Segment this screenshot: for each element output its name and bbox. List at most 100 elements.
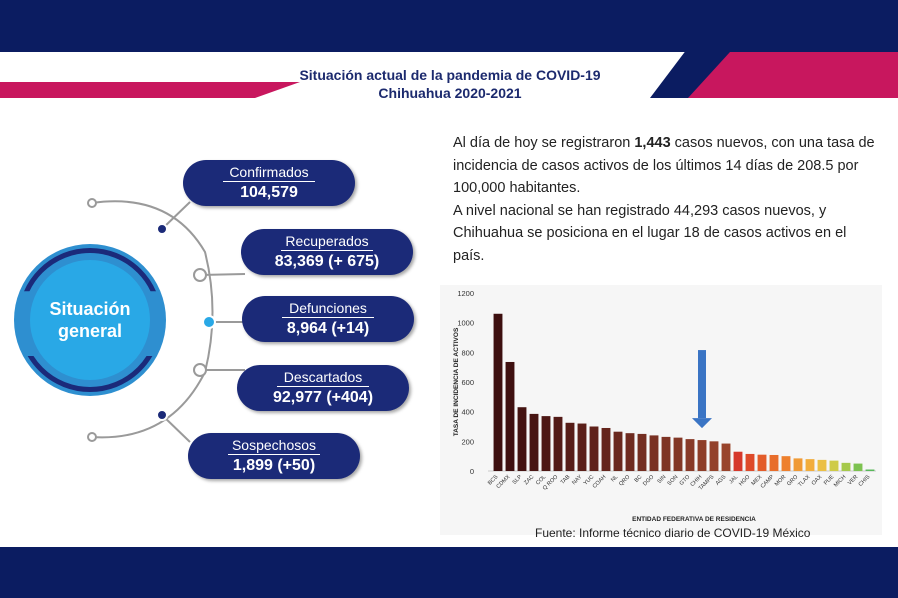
bar-dgo: [649, 435, 659, 471]
pill-value: 104,579: [240, 184, 298, 201]
bar-mor: [781, 456, 791, 471]
bar-jal: [733, 451, 743, 471]
y-tick-label: 0: [470, 467, 474, 476]
bar-coah: [601, 427, 611, 471]
x-tick-label: SIN: [657, 474, 668, 485]
p1-before: Al día de hoy se registraron: [453, 135, 635, 151]
x-tick-label: HGO: [738, 474, 752, 488]
pill-value: 8,964 (+14): [286, 320, 370, 337]
x-tick-label: ZAC: [523, 474, 535, 486]
y-tick-label: 1200: [457, 289, 474, 298]
bar-sin: [661, 436, 671, 471]
bar-chih: [697, 440, 707, 471]
bar-slp: [517, 407, 527, 471]
bar-yuc: [589, 426, 599, 471]
bar-ver: [853, 463, 863, 471]
x-tick-label: NAY: [571, 474, 583, 486]
pill-sospechosos: Sospechosos 1,899 (+50): [188, 433, 360, 479]
x-axis-title: ENTIDAD FEDERATIVA DE RESIDENCIA: [632, 516, 756, 523]
bar-cdmx: [505, 361, 515, 471]
x-tick-label: OAX: [811, 474, 824, 487]
right-magenta-stripe: [688, 52, 898, 98]
title-line-1: Situación actual de la pandemia de COVID…: [299, 67, 601, 83]
pill-recuperados: Recuperados 83,369 (+ 675): [241, 229, 413, 275]
pill-value: 92,977 (+404): [272, 389, 374, 406]
node-sospechosos: [156, 409, 168, 421]
arrow-head: [692, 418, 712, 429]
pill-value: 83,369 (+ 675): [274, 253, 380, 270]
p1-new-cases: 1,443: [634, 135, 671, 151]
summary-paragraph-1: Al día de hoy se registraron 1,443 casos…: [453, 132, 878, 200]
connector-lines: [87, 198, 246, 443]
bar-oax: [817, 459, 827, 471]
x-tick-label: SLP: [512, 474, 524, 486]
slide: Situación actual de la pandemia de COVID…: [0, 52, 898, 547]
bar-mex: [757, 454, 767, 471]
bar-nay: [577, 423, 587, 471]
x-tick-label: CAMP: [760, 474, 776, 490]
x-tick-label: MICH: [833, 474, 847, 488]
bar-tamps: [709, 441, 719, 471]
chart-container: 0 200 400 600 800 1000 1200 BCS CDMX SLP ZAC COL Q R…: [440, 285, 882, 535]
node-defunciones: [202, 315, 216, 329]
bar-col: [541, 416, 551, 471]
slide-title: Situación actual de la pandemia de COVID…: [240, 66, 660, 102]
bottom-band: [0, 547, 898, 598]
bar-q-roo: [553, 416, 563, 471]
center-line-2: general: [57, 321, 123, 341]
pill-defunciones: Defunciones 8,964 (+14): [242, 296, 414, 342]
bar-camp: [769, 454, 779, 471]
source-note: Fuente: Informe técnico diario de COVID-…: [535, 526, 811, 540]
bar-bcs: [493, 313, 503, 471]
top-band: [0, 0, 898, 52]
x-tick-label: DGO: [642, 474, 656, 488]
node-descartados: [193, 363, 207, 377]
left-accent-stripe: [0, 82, 300, 98]
pill-label: Sospechosos: [228, 437, 320, 455]
pill-descartados: Descartados 92,977 (+404): [237, 365, 409, 411]
pill-label: Descartados: [277, 369, 369, 387]
y-tick-label: 600: [461, 378, 474, 387]
bar-mich: [841, 462, 851, 471]
pill-value: 1,899 (+50): [232, 457, 316, 474]
x-tick-label: CHIS: [858, 474, 872, 488]
pill-label: Recuperados: [281, 233, 373, 251]
bar-gro: [793, 458, 803, 471]
bar-tab: [565, 422, 575, 471]
y-tick-label: 1000: [457, 319, 474, 328]
node-recuperados: [193, 268, 207, 282]
bar-ags: [721, 443, 731, 471]
bar-chis: [865, 469, 875, 471]
y-tick-label: 200: [461, 437, 474, 446]
y-axis-title: TASA DE INCIDENCIA DE ACTIVOS: [453, 327, 460, 436]
p1-after: casos nuevos, con una tasa de incidencia…: [453, 135, 875, 196]
bar-zac: [529, 413, 539, 471]
x-tick-label: QRO: [618, 474, 632, 488]
node-confirmados: [156, 223, 168, 235]
x-tick-label: AGS: [715, 474, 728, 487]
x-tick-label: SON: [667, 474, 680, 487]
summary-text: Al día de hoy se registraron 1,443 casos…: [453, 132, 878, 267]
x-tick-label: CDMX: [496, 474, 512, 490]
x-tick-label: NL: [610, 474, 619, 483]
bar-bc: [637, 433, 647, 471]
x-tick-label: TLAX: [797, 474, 811, 488]
bar-hgo: [745, 453, 755, 471]
x-tick-label: TAB: [560, 474, 572, 486]
y-tick-label: 400: [461, 408, 474, 417]
bar-nl: [613, 431, 623, 471]
bar-son: [673, 437, 683, 471]
bar-tlax: [805, 459, 815, 471]
x-tick-label: BC: [634, 474, 644, 484]
title-line-2: Chihuahua 2020-2021: [378, 85, 522, 101]
summary-paragraph-2: A nivel nacional se han registrado 44,29…: [453, 202, 847, 264]
y-tick-label: 800: [461, 348, 474, 357]
center-line-1: Situación: [49, 299, 131, 319]
pill-confirmados: Confirmados 104,579: [183, 160, 355, 206]
x-tick-label: MOR: [774, 474, 787, 487]
pill-label: Defunciones: [282, 300, 374, 318]
bar-gto: [685, 439, 695, 471]
x-tick-label: JAL: [728, 474, 739, 485]
situacion-general-circle: Situación general: [30, 260, 150, 380]
